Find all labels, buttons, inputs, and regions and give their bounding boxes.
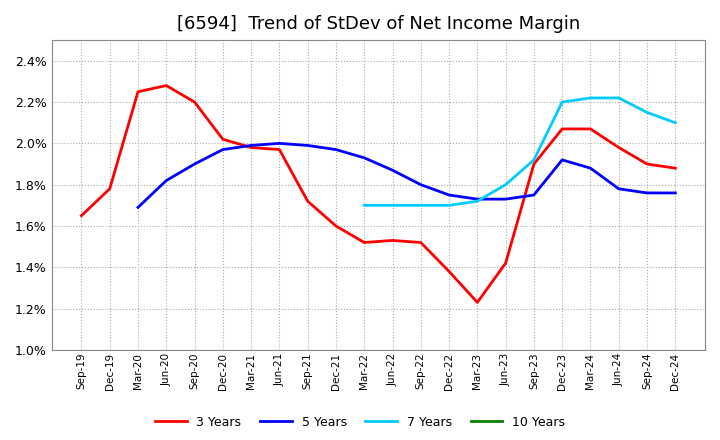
5 Years xyxy=(162,178,171,183)
7 Years xyxy=(445,203,454,208)
7 Years xyxy=(614,95,623,101)
3 Years xyxy=(360,240,369,245)
Title: [6594]  Trend of StDev of Net Income Margin: [6594] Trend of StDev of Net Income Marg… xyxy=(176,15,580,33)
3 Years xyxy=(473,300,482,305)
3 Years xyxy=(501,260,510,266)
3 Years xyxy=(218,136,227,142)
7 Years xyxy=(530,157,539,162)
5 Years xyxy=(671,190,680,195)
3 Years xyxy=(275,147,284,152)
3 Years xyxy=(586,126,595,132)
5 Years xyxy=(332,147,341,152)
5 Years xyxy=(388,168,397,173)
3 Years xyxy=(558,126,567,132)
5 Years xyxy=(134,205,143,210)
7 Years xyxy=(558,99,567,105)
7 Years xyxy=(586,95,595,101)
3 Years xyxy=(530,161,539,167)
7 Years xyxy=(473,198,482,204)
5 Years xyxy=(586,165,595,171)
5 Years xyxy=(218,147,227,152)
3 Years xyxy=(77,213,86,218)
5 Years xyxy=(473,197,482,202)
3 Years xyxy=(614,145,623,150)
5 Years xyxy=(303,143,312,148)
5 Years xyxy=(530,192,539,198)
5 Years xyxy=(360,155,369,161)
3 Years xyxy=(332,224,341,229)
3 Years xyxy=(671,165,680,171)
3 Years xyxy=(134,89,143,95)
5 Years xyxy=(558,157,567,162)
3 Years xyxy=(190,99,199,105)
7 Years xyxy=(671,120,680,125)
7 Years xyxy=(501,182,510,187)
5 Years xyxy=(614,186,623,191)
3 Years xyxy=(162,83,171,88)
7 Years xyxy=(360,203,369,208)
5 Years xyxy=(445,192,454,198)
5 Years xyxy=(275,141,284,146)
7 Years xyxy=(388,203,397,208)
Line: 3 Years: 3 Years xyxy=(81,85,675,302)
3 Years xyxy=(416,240,425,245)
3 Years xyxy=(388,238,397,243)
5 Years xyxy=(643,190,652,195)
5 Years xyxy=(190,161,199,167)
Legend: 3 Years, 5 Years, 7 Years, 10 Years: 3 Years, 5 Years, 7 Years, 10 Years xyxy=(150,411,570,434)
5 Years xyxy=(416,182,425,187)
3 Years xyxy=(247,145,256,150)
3 Years xyxy=(303,198,312,204)
3 Years xyxy=(445,269,454,274)
5 Years xyxy=(247,143,256,148)
Line: 7 Years: 7 Years xyxy=(364,98,675,205)
3 Years xyxy=(105,186,114,191)
7 Years xyxy=(416,203,425,208)
5 Years xyxy=(501,197,510,202)
3 Years xyxy=(643,161,652,167)
Line: 5 Years: 5 Years xyxy=(138,143,675,207)
7 Years xyxy=(643,110,652,115)
